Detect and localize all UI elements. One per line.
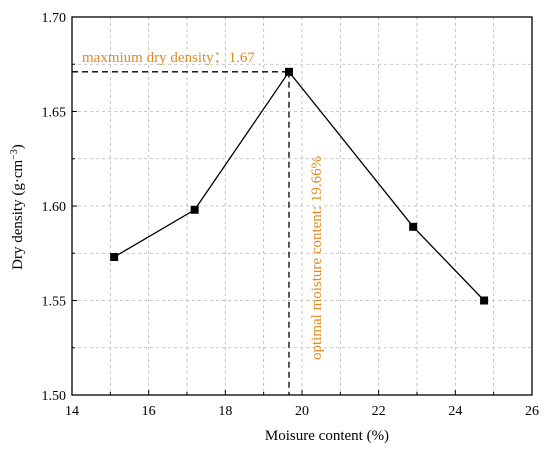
y-axis-label: Dry density (g·cm−3) bbox=[9, 144, 27, 270]
data-point bbox=[409, 222, 418, 231]
y-tick-label: 1.65 bbox=[42, 106, 67, 121]
x-tick-label: 26 bbox=[525, 404, 539, 419]
peak-guide-lines bbox=[72, 71, 290, 395]
x-tick-label: 22 bbox=[372, 404, 386, 419]
x-tick-label: 18 bbox=[218, 404, 232, 419]
data-point bbox=[110, 253, 119, 262]
x-tick-label: 14 bbox=[65, 404, 79, 419]
x-axis-label: Moisure content (%) bbox=[265, 428, 389, 444]
data-point bbox=[190, 205, 199, 214]
x-tick-label: 20 bbox=[295, 404, 309, 419]
x-tick-label: 16 bbox=[142, 404, 156, 419]
y-tick-label: 1.55 bbox=[42, 295, 67, 310]
y-tick-label: 1.60 bbox=[42, 200, 67, 215]
y-axis-label-superscript: −3 bbox=[9, 149, 20, 160]
tick-labels: 14 16 18 20 22 24 26 1.50 1.55 1.60 1.65 1.70 bbox=[42, 11, 540, 419]
y-axis-label-main: Dry density (g·cm bbox=[10, 160, 26, 270]
max-density-annotation: maxmium dry density：1.67 bbox=[82, 50, 255, 66]
y-tick-label: 1.70 bbox=[42, 11, 67, 26]
data-point bbox=[284, 67, 293, 76]
optimal-moisture-annotation: optimal moisture content: 19.66% bbox=[309, 156, 325, 360]
series-polyline bbox=[113, 70, 485, 301]
axes bbox=[71, 16, 533, 396]
y-tick-label: 1.50 bbox=[42, 389, 67, 404]
grid bbox=[72, 17, 532, 395]
data-point bbox=[480, 296, 489, 305]
x-tick-label: 24 bbox=[448, 404, 462, 419]
series-line bbox=[110, 67, 489, 305]
y-axis-label-close: ) bbox=[10, 144, 26, 149]
